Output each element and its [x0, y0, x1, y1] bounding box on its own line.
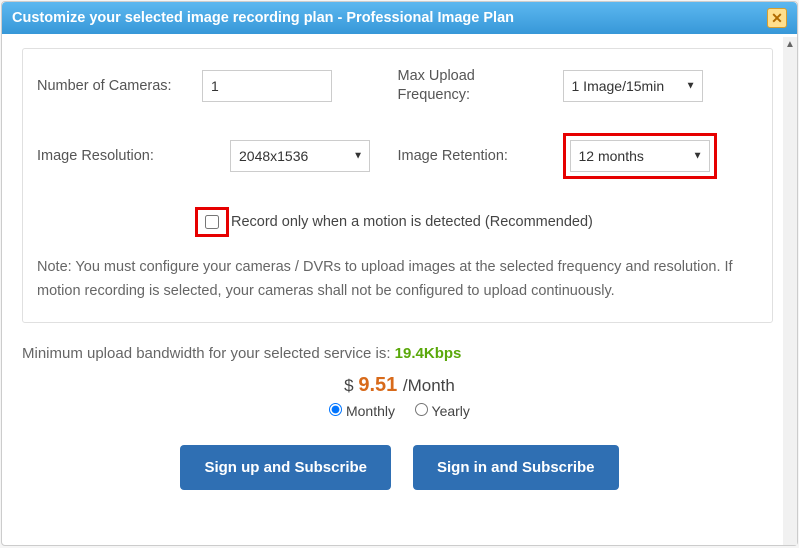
field-max-upload: Max Upload Frequency: 1 Image/15min ▼ — [398, 67, 759, 105]
dialog-title: Customize your selected image recording … — [12, 10, 514, 26]
plan-dialog: Customize your selected image recording … — [1, 1, 798, 546]
bandwidth-line: Minimum upload bandwidth for your select… — [22, 345, 777, 362]
price-currency: $ — [344, 376, 353, 395]
billing-yearly-label: Yearly — [432, 403, 470, 419]
billing-monthly[interactable]: Monthly — [329, 403, 399, 419]
billing-monthly-radio[interactable] — [329, 403, 342, 416]
max-upload-label: Max Upload Frequency: — [398, 67, 563, 105]
billing-yearly-radio[interactable] — [415, 403, 428, 416]
image-resolution-select[interactable]: 2048x1536 ▼ — [230, 140, 370, 172]
form-area: Number of Cameras: Max Upload Frequency:… — [22, 48, 773, 323]
price-period: /Month — [403, 376, 455, 395]
chevron-down-icon: ▼ — [693, 150, 703, 161]
retention-highlight: 12 months ▼ — [563, 133, 717, 179]
field-num-cameras: Number of Cameras: — [37, 67, 398, 105]
motion-row: Record only when a motion is detected (R… — [195, 207, 758, 237]
max-upload-label-line2: Frequency: — [398, 86, 563, 105]
row-2: Image Resolution: 2048x1536 ▼ Image Rete… — [37, 133, 758, 179]
cta-row: Sign up and Subscribe Sign in and Subscr… — [22, 445, 777, 490]
chevron-down-icon: ▼ — [686, 80, 696, 91]
close-icon: ✕ — [771, 11, 783, 25]
motion-label: Record only when a motion is detected (R… — [231, 214, 593, 230]
billing-yearly[interactable]: Yearly — [415, 403, 470, 419]
motion-checkbox[interactable] — [205, 215, 219, 229]
pricing: $ 9.51 /Month — [22, 374, 777, 397]
price-amount: 9.51 — [358, 374, 403, 396]
field-image-resolution: Image Resolution: 2048x1536 ▼ — [37, 133, 398, 179]
dialog-body: Number of Cameras: Max Upload Frequency:… — [2, 34, 797, 545]
signup-subscribe-button[interactable]: Sign up and Subscribe — [180, 445, 391, 490]
image-retention-label: Image Retention: — [398, 148, 563, 164]
image-resolution-label: Image Resolution: — [37, 148, 202, 164]
billing-toggle: Monthly Yearly — [22, 403, 777, 419]
bandwidth-value: 19.4Kbps — [395, 345, 462, 362]
dialog-titlebar: Customize your selected image recording … — [2, 2, 797, 34]
max-upload-select[interactable]: 1 Image/15min ▼ — [563, 70, 703, 102]
field-image-retention: Image Retention: 12 months ▼ — [398, 133, 759, 179]
close-button[interactable]: ✕ — [767, 8, 787, 28]
max-upload-label-line1: Max Upload — [398, 67, 563, 86]
num-cameras-label: Number of Cameras: — [37, 78, 202, 94]
chevron-down-icon: ▼ — [353, 150, 363, 161]
config-note: Note: You must configure your cameras / … — [37, 255, 758, 304]
bandwidth-label: Minimum upload bandwidth for your select… — [22, 345, 395, 362]
image-resolution-value: 2048x1536 — [239, 148, 308, 164]
num-cameras-input[interactable] — [202, 70, 332, 102]
max-upload-value: 1 Image/15min — [572, 78, 665, 94]
signin-subscribe-button[interactable]: Sign in and Subscribe — [413, 445, 619, 490]
image-retention-value: 12 months — [579, 148, 644, 164]
motion-highlight — [195, 207, 229, 237]
row-1: Number of Cameras: Max Upload Frequency:… — [37, 67, 758, 105]
billing-monthly-label: Monthly — [346, 403, 395, 419]
image-retention-select[interactable]: 12 months ▼ — [570, 140, 710, 172]
